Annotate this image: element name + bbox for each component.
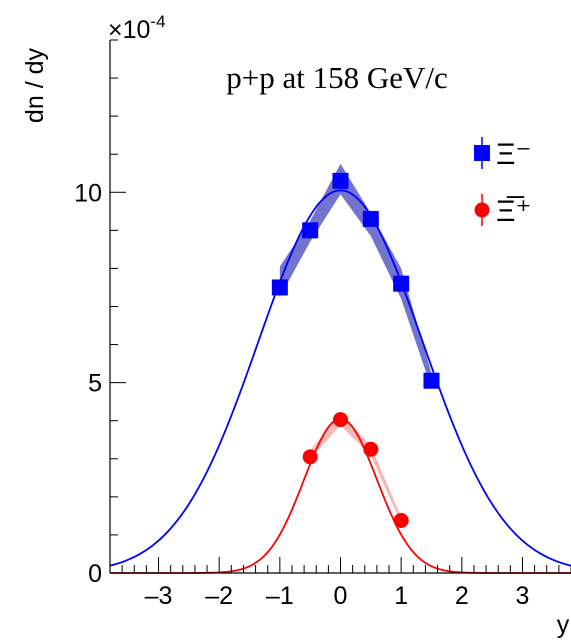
xi-minus-point	[302, 222, 319, 239]
y-tick-label: 10	[74, 179, 102, 207]
y-tick-label: 0	[88, 560, 102, 588]
x-tick-label: –2	[205, 582, 233, 610]
y-tick-label: 5	[88, 370, 102, 398]
xi-minus-point	[423, 372, 440, 389]
anti-xi-plus-point	[302, 449, 318, 465]
xi-minus-band	[279, 163, 432, 389]
x-tick-label: 0	[334, 582, 348, 610]
uncertainty-bands	[279, 163, 432, 524]
fit-curves	[109, 189, 571, 574]
anti-xi-plus-point	[393, 512, 409, 528]
anti-xi-plus-band	[310, 413, 402, 524]
x-tick-label: –3	[145, 582, 173, 610]
y-axis-label: dn / dy	[21, 48, 49, 124]
xi-minus-legend-label: Ξ⁻	[496, 138, 531, 171]
xi-minus-point	[362, 210, 379, 227]
y-axis-multiplier: ×10-4	[108, 12, 166, 44]
data-points	[271, 172, 440, 528]
xi-minus-legend-marker	[474, 145, 490, 161]
xi-minus-point	[271, 279, 288, 296]
axes: –3 –2 –1 0 1 2 3 0 5 10	[74, 39, 571, 610]
x-tick-label: –1	[266, 582, 294, 610]
x-tick-label: 3	[516, 582, 530, 610]
anti-xi-plus-fit-curve	[110, 417, 571, 574]
anti-xi-plus-point	[363, 441, 379, 457]
xi-minus-point	[332, 172, 349, 189]
chart-title: p+p at 158 GeV/c	[226, 60, 448, 95]
xi-minus-point	[393, 275, 410, 292]
x-tick-label: 1	[394, 582, 408, 610]
x-tick-label: 2	[455, 582, 469, 610]
legend: Ξ⁻ Ξ̅⁺	[474, 137, 531, 228]
xi-minus-fit-curve	[109, 189, 571, 567]
anti-xi-plus-legend-marker	[474, 202, 490, 218]
x-axis-label: y	[557, 611, 570, 639]
anti-xi-plus-point	[333, 412, 348, 428]
anti-xi-plus-legend-label: Ξ̅⁺	[496, 195, 531, 228]
